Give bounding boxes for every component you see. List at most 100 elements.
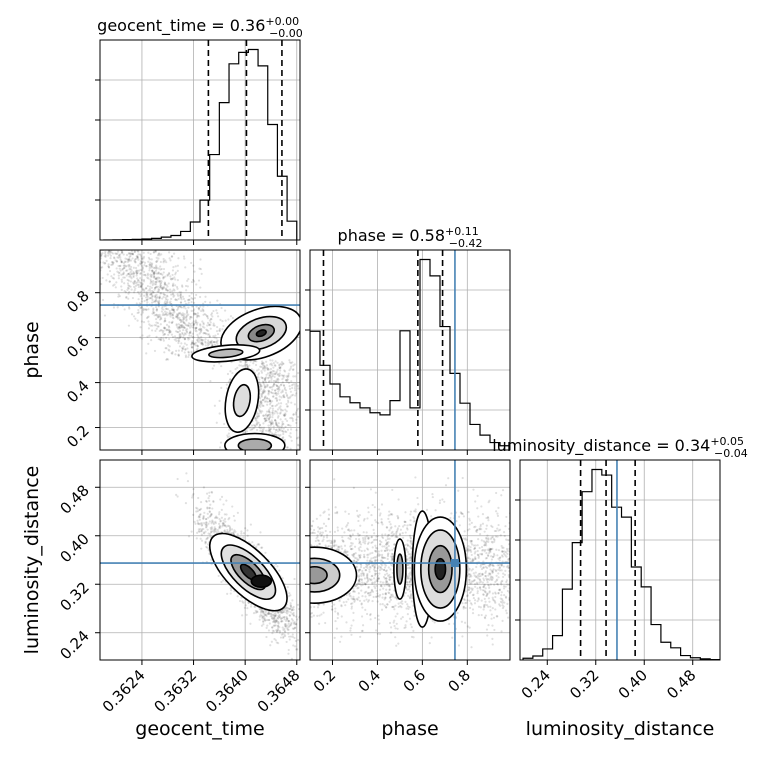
sample-point <box>282 427 285 430</box>
sample-point <box>168 257 171 260</box>
sample-point <box>286 428 290 431</box>
sample-point <box>285 615 288 619</box>
sample-point <box>479 606 482 609</box>
sample-point <box>327 517 330 520</box>
sample-point <box>158 296 161 299</box>
sample-point <box>242 536 245 539</box>
sample-point <box>199 528 202 531</box>
sample-point <box>194 341 197 344</box>
sample-point <box>170 297 173 300</box>
sample-point <box>349 545 352 548</box>
sample-point <box>272 372 275 375</box>
sample-point <box>136 256 139 259</box>
sample-point <box>197 306 201 310</box>
sample-point <box>155 281 158 284</box>
sample-point <box>207 341 210 344</box>
sample-point <box>194 319 197 322</box>
sample-point <box>342 540 345 543</box>
sample-point <box>122 264 125 267</box>
sample-point <box>315 647 317 649</box>
sample-point <box>125 274 128 277</box>
sample-point <box>174 330 178 333</box>
sample-point <box>135 272 139 275</box>
sample-point <box>366 556 369 559</box>
sample-point <box>218 525 221 528</box>
sample-point <box>307 363 309 365</box>
sample-point <box>295 421 298 425</box>
sample-point <box>194 329 197 332</box>
sample-point <box>225 499 228 502</box>
sample-point <box>259 607 262 611</box>
sample-point <box>163 283 166 286</box>
sample-point <box>496 512 499 515</box>
sample-point <box>384 539 388 542</box>
sample-point <box>325 536 329 539</box>
sample-point <box>471 587 474 590</box>
sample-point <box>146 298 149 301</box>
sample-point <box>212 309 215 313</box>
sample-point <box>505 538 508 541</box>
sample-point <box>276 424 279 427</box>
sample-point <box>216 342 219 345</box>
sample-point <box>379 603 382 606</box>
sample-point <box>200 327 203 331</box>
sample-point <box>254 605 257 608</box>
sample-point <box>150 275 153 279</box>
sample-point <box>177 354 180 357</box>
sample-point <box>242 532 246 535</box>
sample-point <box>294 639 297 643</box>
sample-point <box>140 320 143 323</box>
sample-point <box>167 344 170 347</box>
sample-point <box>155 313 158 316</box>
sample-point <box>240 532 243 535</box>
sample-point <box>264 385 267 388</box>
sample-point <box>165 283 168 287</box>
sample-point <box>174 273 177 276</box>
sample-point <box>150 281 153 284</box>
sample-point <box>294 375 297 378</box>
sample-point <box>137 279 140 282</box>
sample-point <box>256 610 259 613</box>
sample-point <box>485 578 489 582</box>
sample-point <box>374 563 377 566</box>
sample-point <box>263 391 266 394</box>
sample-point <box>294 394 297 397</box>
sample-point <box>460 512 463 515</box>
sample-point <box>289 390 292 393</box>
sample-point <box>262 382 265 385</box>
sample-point <box>184 322 187 325</box>
sample-point <box>153 349 157 353</box>
sample-point <box>135 271 138 274</box>
sample-point <box>177 337 181 341</box>
sample-point <box>471 588 474 592</box>
sample-point <box>274 422 277 425</box>
sample-point <box>162 326 166 329</box>
sample-point <box>123 260 126 263</box>
sample-point <box>160 281 163 285</box>
sample-point <box>152 276 156 279</box>
sample-point <box>187 324 190 327</box>
sample-point <box>223 309 227 312</box>
sample-point <box>183 321 186 325</box>
sample-point <box>249 360 252 363</box>
sample-point <box>254 417 257 420</box>
sample-point <box>480 552 484 555</box>
sample-point <box>347 528 350 531</box>
sample-point <box>198 530 201 533</box>
sample-point <box>265 626 268 630</box>
sample-point <box>160 310 164 313</box>
sample-point <box>256 417 259 420</box>
sample-point <box>274 419 277 422</box>
sample-point <box>385 580 388 583</box>
sample-point <box>153 272 156 275</box>
sample-point <box>182 320 185 323</box>
sample-point <box>304 381 306 383</box>
sample-point <box>393 624 396 628</box>
sample-point <box>136 256 139 260</box>
sample-point <box>155 266 158 269</box>
sample-point <box>196 333 199 336</box>
sample-point <box>192 326 195 329</box>
sample-point <box>124 265 127 268</box>
sample-point <box>196 316 199 319</box>
sample-point <box>219 441 223 444</box>
